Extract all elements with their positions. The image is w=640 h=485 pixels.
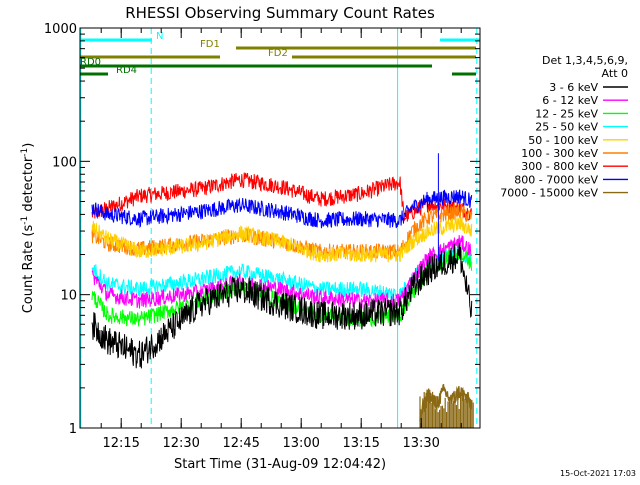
interval-label: N bbox=[156, 31, 163, 42]
legend-entry-label: 3 - 6 keV bbox=[549, 81, 598, 94]
y-axis-label: Count Rate (s-1 detector-1) bbox=[20, 143, 36, 314]
x-tick-label: 12:15 bbox=[102, 436, 139, 451]
legend-entry-label: 50 - 100 keV bbox=[528, 134, 598, 147]
x-tick-label: 13:30 bbox=[402, 436, 439, 451]
legend-entry-label: 25 - 50 keV bbox=[535, 121, 598, 134]
x-tick-label: 12:30 bbox=[162, 436, 199, 451]
axes: 1 10 100 1000 12:15 12:30 12:45 13:00 13:15 13:30 bbox=[44, 22, 480, 451]
x-tick-label: 13:00 bbox=[282, 436, 319, 451]
legend-entry-label: 100 - 300 keV bbox=[521, 147, 598, 160]
legend-entry-label: 300 - 800 keV bbox=[521, 160, 598, 173]
legend-entry-label: 6 - 12 keV bbox=[542, 94, 598, 107]
x-tick-label: 13:15 bbox=[342, 436, 379, 451]
plot-frame bbox=[79, 27, 481, 429]
interval-label: RD0 bbox=[80, 57, 101, 68]
footer-date: 15-Oct-2021 17:03 bbox=[560, 469, 636, 478]
series-line bbox=[91, 172, 473, 222]
interval-label: RD4 bbox=[116, 65, 137, 76]
series-line bbox=[419, 383, 473, 422]
y-tick-label: 10 bbox=[60, 289, 77, 304]
chart-title: RHESSI Observing Summary Count Rates bbox=[125, 4, 435, 22]
y-tick-label: 1000 bbox=[44, 22, 77, 37]
plot-area: N FD1 FD2 RD0 RD4 bbox=[80, 28, 480, 428]
legend-entry-label: 12 - 25 keV bbox=[535, 107, 598, 120]
series-line bbox=[91, 242, 473, 369]
series-line bbox=[91, 189, 473, 229]
legend-entry-label: 7000 - 15000 keV bbox=[500, 187, 598, 200]
legend-header-attenuator: Att 0 bbox=[602, 67, 628, 80]
series-line bbox=[91, 217, 473, 263]
series-line bbox=[91, 235, 472, 310]
interval-label: FD2 bbox=[268, 48, 288, 59]
x-tick-label: 12:45 bbox=[222, 436, 259, 451]
y-tick-label: 100 bbox=[52, 155, 77, 170]
legend-header-detectors: Det 1,3,4,5,6,9, bbox=[542, 54, 628, 67]
interval-label: FD1 bbox=[200, 39, 220, 50]
y-tick-label: 1 bbox=[69, 422, 77, 437]
x-axis-label: Start Time (31-Aug-09 12:04:42) bbox=[174, 457, 386, 472]
legend-entry-label: 800 - 7000 keV bbox=[514, 173, 598, 186]
